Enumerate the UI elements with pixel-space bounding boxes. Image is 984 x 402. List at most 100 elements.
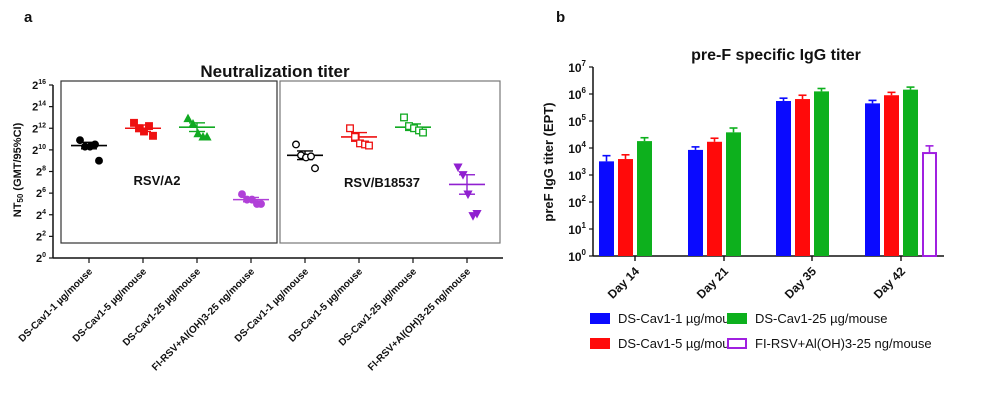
data-point [472, 210, 482, 219]
bar-group [814, 87, 829, 257]
legend-swatch [590, 313, 610, 324]
igg-titer-chart: pre-F specific IgG titer preF IgG titer … [541, 47, 944, 351]
data-point [238, 190, 246, 199]
y-tick-exp: 4 [582, 140, 587, 149]
group-label-rsv-a2: RSV/A2 [134, 173, 181, 188]
y-tick-exp: 5 [582, 113, 587, 122]
y-tick-exp: 6 [42, 187, 46, 194]
legend-item: DS-Cav1-25 µg/mouse [727, 311, 888, 326]
y-tick-exp: 14 [38, 101, 46, 108]
y-tick-base: 2 [36, 231, 42, 243]
y-tick-label: 100 [568, 248, 586, 264]
x-tick-label: Day 42 [871, 264, 908, 301]
data-point [351, 132, 359, 141]
legend-item: FI-RSV+Al(OH)3-25 ng/mouse [727, 336, 932, 351]
y-tick-exp: 8 [42, 166, 46, 173]
y-tick-base: 2 [32, 145, 38, 157]
series-1 [125, 118, 161, 140]
data-point [145, 122, 153, 131]
y-tick-base: 10 [568, 142, 582, 156]
y-tick-base: 2 [32, 80, 38, 92]
data-point [346, 124, 354, 133]
data-point [149, 131, 157, 140]
bar-group [599, 154, 614, 256]
x-tick-label: Day 21 [694, 264, 731, 301]
bar-group [922, 145, 937, 258]
panel-label-a: a [24, 9, 33, 26]
data-point [292, 140, 300, 149]
y-tick-base: 10 [568, 61, 582, 75]
y-tick-label: 106 [568, 86, 586, 102]
y-tick-base: 10 [568, 223, 582, 237]
bar-group [637, 136, 652, 256]
series-0 [71, 136, 107, 165]
y-tick-label: 22 [36, 230, 46, 243]
legend-item: DS-Cav1-1 µg/mouse [590, 311, 743, 326]
y-tick-exp: 3 [582, 167, 587, 176]
y-tick-exp: 0 [42, 252, 46, 259]
y-tick-label: 101 [568, 221, 586, 237]
data-point [91, 140, 99, 149]
bar-group [726, 127, 741, 256]
y-tick-base: 10 [568, 196, 582, 210]
ylabel-main: NT [12, 202, 24, 217]
chart-b-ylabel: preF IgG titer (EPT) [541, 102, 556, 221]
y-tick-base: 10 [568, 250, 582, 264]
bar-group [618, 153, 633, 256]
y-tick-label: 103 [568, 167, 586, 183]
x-tick-label: Day 35 [782, 264, 819, 301]
bar-group [903, 86, 918, 256]
data-point [202, 132, 212, 141]
y-tick-exp: 1 [582, 221, 587, 230]
y-tick-label: 104 [568, 140, 586, 156]
y-tick-base: 10 [568, 115, 582, 129]
x-tick-label: FI-RSV+Al(OH)3-25 ng/mouse [150, 266, 257, 373]
bar-group [795, 94, 810, 257]
y-tick-base: 2 [36, 167, 42, 179]
y-tick-label: 105 [568, 113, 586, 129]
data-point [248, 195, 256, 204]
series-5 [341, 124, 377, 150]
bar [707, 141, 722, 256]
legend-swatch [727, 313, 747, 324]
data-point [307, 152, 315, 161]
panel-box-rsv-a2 [60, 80, 278, 244]
y-tick-base: 2 [32, 123, 38, 135]
bar-group [865, 99, 880, 257]
data-point [453, 163, 463, 173]
bar-group [884, 91, 899, 257]
data-point [183, 113, 193, 123]
data-point [95, 156, 103, 165]
y-tick-label: 20 [36, 252, 46, 265]
y-tick-exp: 2 [42, 230, 46, 237]
data-point [365, 141, 373, 150]
y-tick-exp: 2 [582, 194, 587, 203]
y-tick-exp: 12 [38, 122, 46, 129]
series-7 [449, 163, 485, 221]
y-tick-base: 2 [32, 102, 38, 114]
data-point [257, 199, 265, 208]
chart-a-ylabel: NT50 (GMT/95%CI) [12, 122, 25, 217]
bar [776, 101, 791, 256]
legend-label: DS-Cav1-1 µg/mouse [618, 311, 743, 326]
x-tick-label: FI-RSV+Al(OH)3-25 ng/mouse [366, 266, 473, 373]
group-label-rsv-b18537: RSV/B18537 [344, 175, 420, 190]
bar [795, 99, 810, 257]
bar-group [707, 137, 722, 256]
bar [884, 95, 899, 257]
y-tick-exp: 6 [582, 86, 587, 95]
data-point [311, 164, 319, 173]
bar [865, 103, 880, 257]
y-tick-label: 214 [32, 101, 46, 114]
x-tick-label: Day 14 [605, 264, 642, 301]
data-point [140, 127, 148, 136]
y-tick-base: 2 [36, 188, 42, 200]
bar [814, 91, 829, 257]
neutralization-chart: Neutralization titer NT50 (GMT/95%CI) RS… [12, 62, 503, 373]
y-tick-base: 10 [568, 169, 582, 183]
bar [903, 89, 918, 256]
y-tick-base: 10 [568, 88, 582, 102]
bar-group [776, 97, 791, 256]
y-tick-label: 28 [36, 166, 46, 179]
